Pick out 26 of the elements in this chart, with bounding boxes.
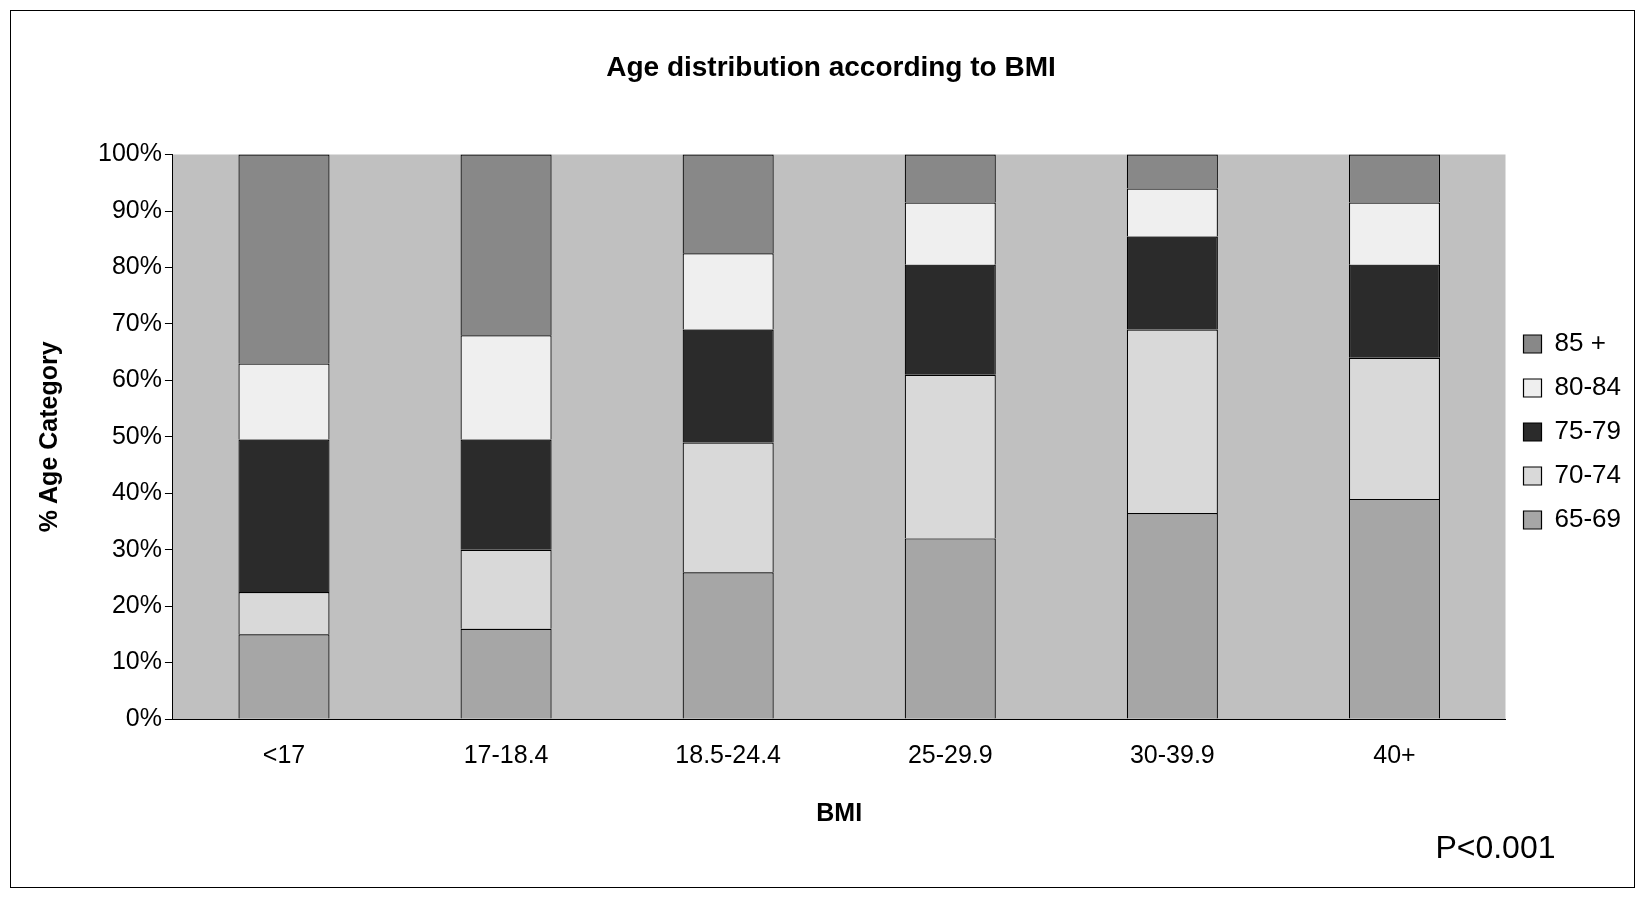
x-tick-label: 17-18.4 [463, 739, 549, 768]
y-tick-label: 70% [111, 307, 162, 336]
y-tick-label: 30% [111, 533, 162, 562]
y-tick-label: 40% [111, 477, 162, 506]
x-tick-label: 25-29.9 [907, 739, 993, 768]
x-tick-label: 18.5-24.4 [675, 739, 782, 768]
y-tick-label: 100% [97, 138, 162, 167]
chart-title: Age distribution according to BMI [606, 50, 1056, 82]
y-axis-title: % Age Category [33, 341, 62, 533]
legend-label: 70-74 [1554, 459, 1621, 490]
y-tick-label: 60% [111, 364, 162, 393]
y-tick-label: 90% [111, 194, 162, 223]
y-tick-label: 80% [111, 251, 162, 280]
x-tick-label: 30-39.9 [1129, 739, 1215, 768]
legend-label: 65-69 [1554, 503, 1621, 534]
y-tick-label: 20% [111, 590, 162, 619]
legend-label: 85 + [1554, 327, 1606, 358]
legend-label: 80-84 [1554, 371, 1621, 402]
y-tick-label: 10% [111, 646, 162, 675]
x-tick-label: <17 [262, 739, 306, 768]
text: P<0.001 [1435, 828, 1556, 865]
y-tick-label: 0% [125, 702, 162, 731]
x-tick-label: 40+ [1373, 739, 1416, 768]
x-axis-title: BMI [816, 797, 863, 826]
y-tick-label: 50% [111, 420, 162, 449]
legend-label: 75-79 [1554, 415, 1621, 446]
